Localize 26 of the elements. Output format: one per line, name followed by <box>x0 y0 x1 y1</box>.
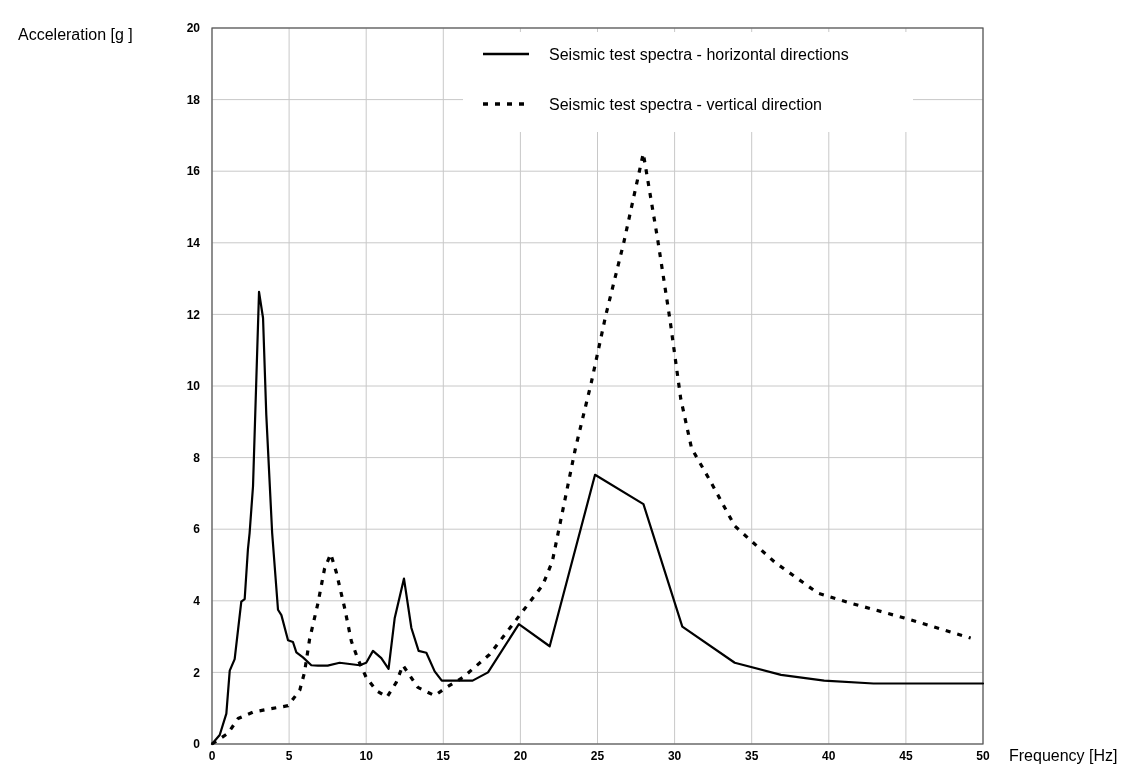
y-tick-label: 12 <box>186 307 201 322</box>
y-tick-label: 0 <box>193 737 201 752</box>
y-tick-label: 4 <box>193 594 201 608</box>
y-tick-label: 20 <box>186 21 201 36</box>
x-tick-label: 50 <box>976 749 990 763</box>
x-tick-label: 0 <box>208 749 216 763</box>
x-tick-label: 5 <box>285 749 293 763</box>
legend-label: Seismic test spectra - vertical direction <box>549 95 822 113</box>
legend-label: Seismic test spectra - horizontal directions <box>549 45 849 63</box>
y-tick-label: 18 <box>186 92 201 107</box>
y-tick-label: 6 <box>193 522 201 537</box>
x-tick-label: 30 <box>667 749 682 763</box>
x-tick-label: 10 <box>359 749 374 763</box>
x-tick-label: 15 <box>436 749 451 763</box>
x-tick-label: 45 <box>899 749 913 763</box>
x-tick-label: 20 <box>513 749 528 763</box>
x-axis-title: Frequency [Hz] <box>1009 747 1118 764</box>
y-axis-title: Acceleration [g ] <box>18 25 133 43</box>
x-tick-label: 40 <box>822 749 836 763</box>
y-tick-label: 10 <box>186 379 201 394</box>
x-tick-label: 35 <box>745 749 759 763</box>
x-tick-label: 25 <box>590 749 605 763</box>
y-tick-label: 2 <box>193 665 201 680</box>
y-tick-label: 14 <box>186 236 201 250</box>
y-tick-label: 16 <box>186 164 201 179</box>
y-tick-label: 8 <box>193 450 201 465</box>
